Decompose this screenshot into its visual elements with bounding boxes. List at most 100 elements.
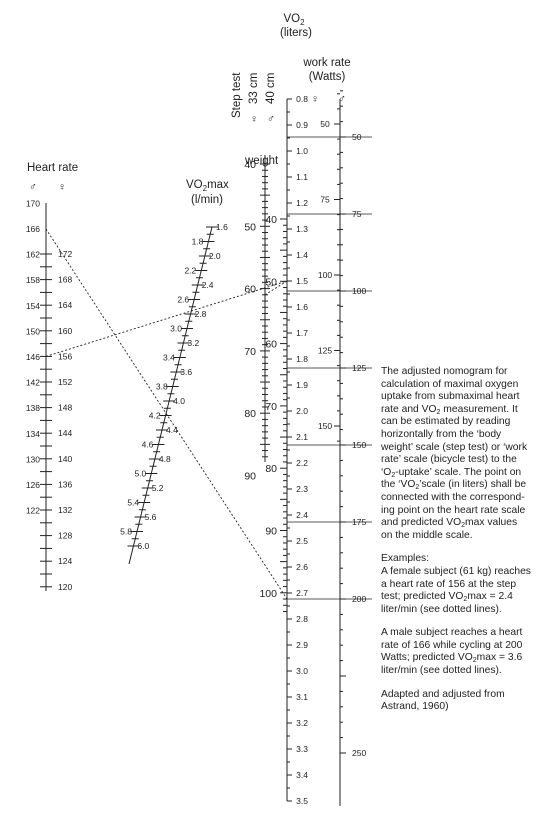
heart-female-label: 160: [58, 326, 72, 336]
vo2max-left-label: 3.0: [170, 324, 182, 334]
vo2max-header-pre: VO: [186, 179, 203, 191]
example-female-weight-link: [264, 280, 288, 296]
vo2max-left-label: 3.8: [156, 382, 168, 392]
heart-male-label: 158: [26, 275, 40, 285]
vo2-header-pre: VO: [283, 13, 300, 25]
heart-male-label: 154: [26, 301, 40, 311]
description-intro: The adjusted nomogram for calculation of…: [381, 366, 528, 541]
vo2-liters-label: 3.3: [296, 744, 308, 754]
heart-male-label: 126: [26, 480, 40, 490]
heart-male-label: 162: [26, 250, 40, 260]
work-male-label: 150: [352, 440, 366, 450]
vo2-liters-label: 2.0: [296, 406, 308, 416]
step-test-title: Step test: [231, 72, 243, 118]
vo2-liters-label: 1.0: [296, 146, 308, 156]
work-rate-units: (Watts): [309, 71, 346, 83]
vo2-liters-label: 2.9: [296, 640, 308, 650]
weight-male-label: 100: [259, 588, 277, 600]
heart-female-label: 124: [58, 556, 72, 566]
vo2max-ticks: 1.6 2.0 2.4 2.8 3.2 3.6 4.0 4.4 4.8 5.2 5.6 6.0 1.8 2…: [120, 222, 228, 551]
work-female-label: 75: [320, 195, 330, 205]
weight-male-label: 40: [265, 214, 277, 226]
vo2-liters-label: 1.8: [296, 354, 308, 364]
weight-male-label: 70: [265, 401, 277, 413]
vo2max-right-label: 2.0: [209, 251, 221, 261]
vo2-liters-label: 1.1: [296, 172, 308, 182]
vo2-liters-label: 2.1: [296, 432, 308, 442]
vo2max-left-label: 5.4: [127, 498, 139, 508]
work-male-label: 175: [352, 517, 366, 527]
weight-ticks: 40 50 60 70 80 90 40 50 60 70 80 90 100: [244, 159, 287, 612]
weight-male-label: 90: [265, 526, 277, 538]
heart-male-label: 166: [26, 224, 40, 234]
heart-male-symbol: ♂: [29, 181, 37, 193]
vo2-header-units: (liters): [280, 27, 312, 39]
step-male-symbol: ♂: [267, 113, 275, 125]
weight-male-label: 50: [265, 276, 277, 288]
heart-male-label: 134: [26, 429, 40, 439]
vo2-liters-label: 2.6: [296, 562, 308, 572]
work-female-label: 100: [318, 270, 332, 280]
vo2-liters-label: 0.8: [296, 94, 308, 104]
example-male-line: [45, 228, 288, 600]
vo2-liters-label: 2.7: [296, 588, 308, 598]
work-male-label: 100: [352, 286, 366, 296]
work-female-symbol: ♀: [311, 93, 319, 105]
heart-female-label: 148: [58, 403, 72, 413]
vo2max-right-label: 6.0: [137, 541, 149, 551]
vo2max-axis: [128, 226, 213, 565]
examples-title: Examples:: [381, 553, 430, 565]
heart-male-label: 122: [26, 506, 40, 516]
vo2-liters-label: 1.6: [296, 302, 308, 312]
heart-rate-title: Heart rate: [27, 162, 78, 174]
work-male-label: 50: [352, 132, 362, 142]
step-40cm: 40 cm: [265, 73, 277, 104]
vo2-liters-label: 1.7: [296, 328, 308, 338]
vo2max-right-label: 4.8: [159, 454, 171, 464]
vo2-liters-ticks: 0.8 0.9 1.0 1.1 1.2 1.3 1.4 1.5 1.6 1.7 1.8 1.9 2.0 2…: [287, 94, 308, 806]
vo2-liters-label: 2.8: [296, 614, 308, 624]
heart-female-label: 156: [58, 351, 72, 361]
heart-female-label: 132: [58, 505, 72, 515]
vo2-liters-label: 1.3: [296, 224, 308, 234]
heart-female-label: 168: [58, 275, 72, 285]
heart-female-label: 140: [58, 454, 72, 464]
vo2max-left-label: 2.2: [184, 266, 196, 276]
work-male-label: 200: [352, 594, 366, 604]
vo2max-right-label: 2.4: [202, 280, 214, 290]
vo2max-right-label: 4.0: [173, 396, 185, 406]
vo2-header-sub: 2: [300, 18, 305, 27]
heart-female-label: 120: [58, 582, 72, 592]
work-female-label: 150: [318, 421, 332, 431]
vo2-liters-label: 2.5: [296, 536, 308, 546]
vo2-liters-label: 2.4: [296, 510, 308, 520]
work-male-label: 75: [352, 209, 362, 219]
vo2-liters-label: 3.2: [296, 718, 308, 728]
weight-male-label: 60: [265, 339, 277, 351]
heart-male-label: 170: [26, 198, 40, 208]
heart-female-symbol: ♀: [58, 181, 66, 193]
vo2-liters-label: 1.2: [296, 198, 308, 208]
vo2max-left-label: 1.8: [192, 237, 204, 247]
vo2max-left-label: 4.6: [142, 440, 154, 450]
vo2max-header-units: (l/min): [191, 194, 223, 206]
example-male: A male subject reaches a heart rate of 1…: [381, 627, 523, 677]
heart-male-label: 150: [26, 326, 40, 336]
description: The adjusted nomogram for calculation of…: [381, 366, 531, 725]
vo2-liters-label: 3.4: [296, 770, 308, 780]
vo2-liters-label: 3.0: [296, 666, 308, 676]
vo2max-right-label: 5.6: [145, 512, 157, 522]
example-lines: [45, 228, 288, 600]
weight-female-label: 70: [244, 346, 256, 358]
step-female-symbol: ♀: [250, 113, 258, 125]
vo2-liters-label: 2.3: [296, 484, 308, 494]
work-rate-title: work rate: [302, 57, 350, 69]
vo2max-header-sub: 2: [203, 184, 208, 193]
vo2max-right-label: 1.6: [216, 222, 228, 232]
vo2max-left-label: 5.8: [120, 527, 132, 537]
source-note: Adapted and adjusted from Astrand, 1960): [381, 688, 505, 713]
vo2max-right-label: 3.2: [187, 338, 199, 348]
vo2max-left-label: 3.4: [163, 353, 175, 363]
vo2-liters-label: 2.2: [296, 458, 308, 468]
